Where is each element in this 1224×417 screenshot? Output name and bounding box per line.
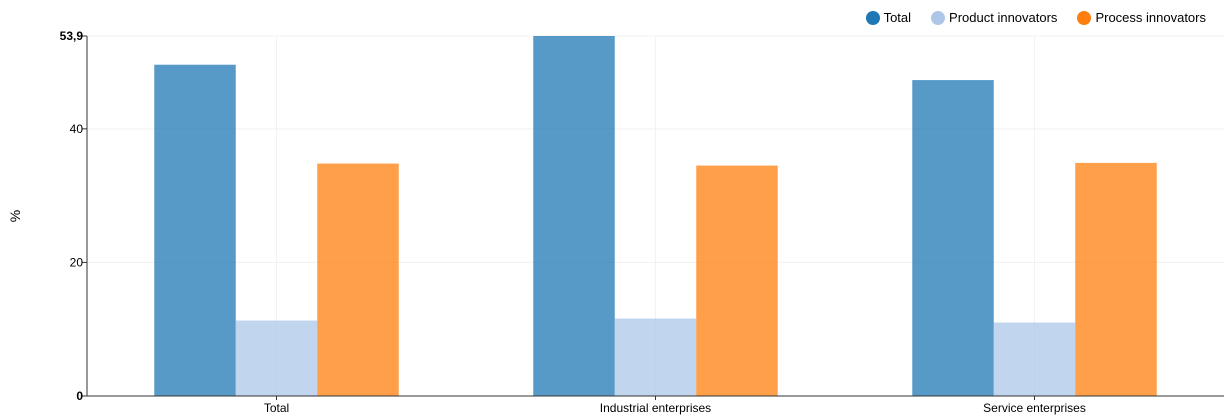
x-tick-label: Total (264, 401, 289, 415)
bar-process-innovators[interactable] (1075, 162, 1157, 396)
bar-product-innovators[interactable] (235, 320, 318, 396)
bar-process-innovators[interactable] (317, 163, 399, 396)
legend: Total Product innovators Process innovat… (865, 10, 1206, 25)
legend-swatch-total (865, 10, 880, 25)
x-tick-label: Service enterprises (983, 401, 1086, 415)
bar-total[interactable] (533, 36, 615, 396)
legend-item-process-innovators[interactable]: Process innovators (1077, 10, 1206, 25)
legend-label-total: Total (883, 10, 912, 25)
legend-label-product-innovators: Product innovators (949, 10, 1058, 25)
bar-total[interactable] (154, 64, 236, 396)
legend-label-process-innovators: Process innovators (1095, 10, 1206, 25)
y-axis-title: % (7, 210, 23, 222)
legend-swatch-process-innovators (1077, 10, 1092, 25)
bar-total[interactable] (912, 80, 994, 396)
bar-process-innovators[interactable] (696, 165, 778, 396)
y-tick-label: 0 (76, 389, 83, 403)
bar-product-innovators[interactable] (993, 322, 1076, 396)
x-tick-label: Industrial enterprises (600, 401, 711, 415)
legend-swatch-product-innovators (931, 10, 946, 25)
y-tick-label: 53,9 (60, 29, 84, 43)
legend-item-total[interactable]: Total (865, 10, 912, 25)
y-tick-label: 20 (70, 255, 84, 269)
y-tick-label: 40 (70, 122, 84, 136)
bar-product-innovators[interactable] (614, 318, 697, 396)
legend-item-product-innovators[interactable]: Product innovators (931, 10, 1057, 25)
